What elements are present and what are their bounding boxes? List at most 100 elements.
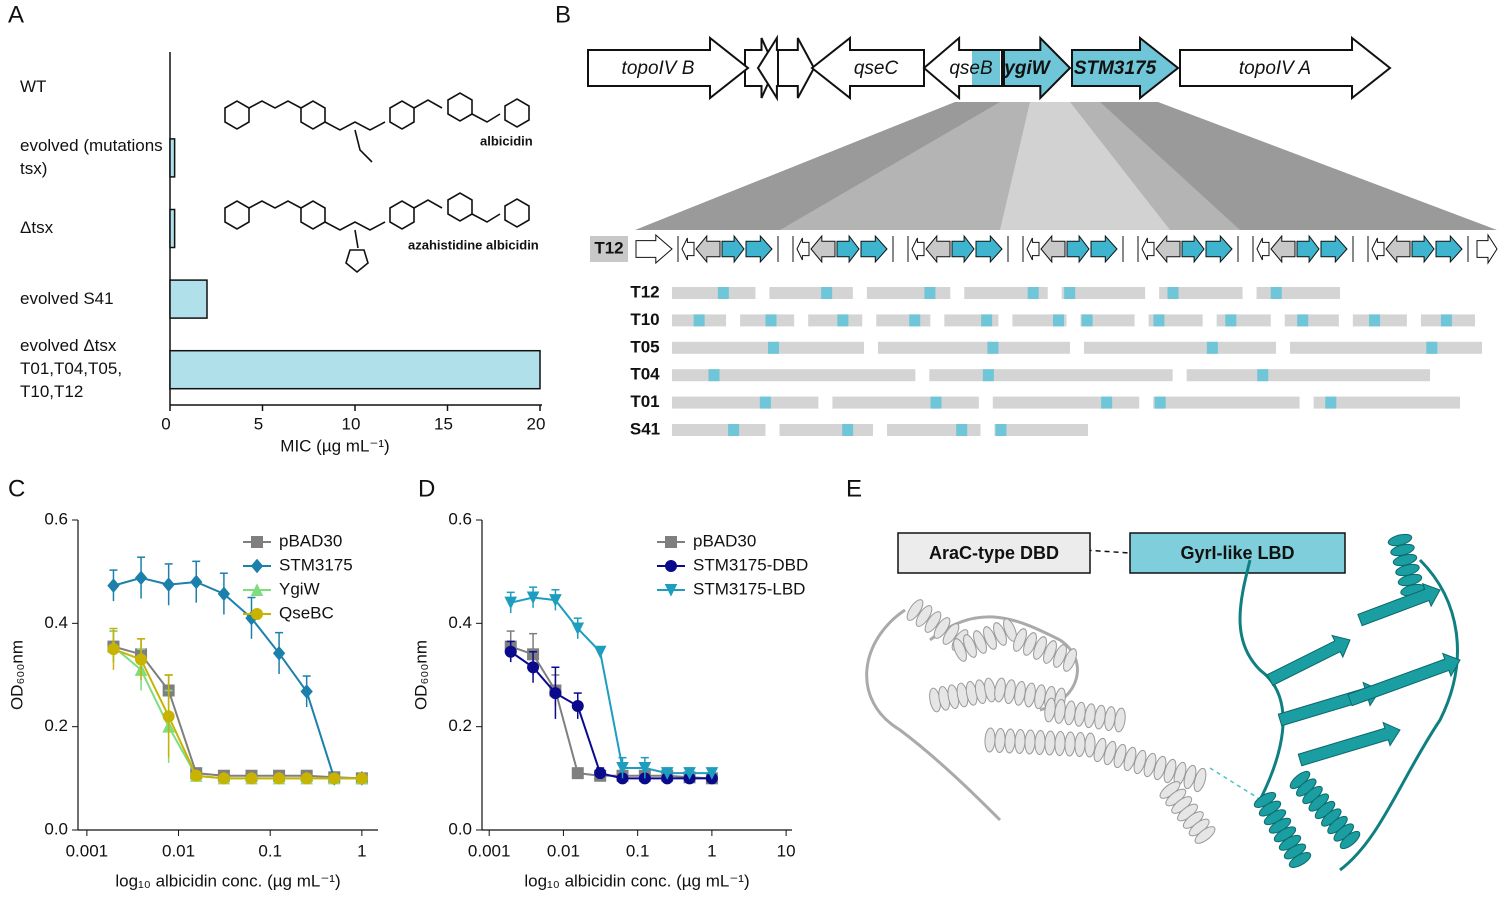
repeat-segment	[1256, 287, 1340, 299]
repeat-segment	[1084, 341, 1276, 354]
marker	[190, 769, 203, 782]
x-tick-label: 0	[161, 414, 170, 433]
gene-label: topoIV A	[1239, 58, 1311, 79]
marker	[135, 653, 148, 666]
repeat-marker	[1101, 396, 1113, 409]
x-tick-label: 20	[527, 414, 546, 433]
beta-strand	[1297, 721, 1401, 767]
gene-arrow	[1270, 234, 1296, 264]
gene-arrow	[1003, 35, 1072, 101]
helix-turn	[1084, 703, 1096, 729]
helix-turn	[1014, 729, 1026, 754]
helix-turn	[1193, 767, 1207, 793]
repeat-marker	[717, 287, 729, 299]
repeat-marker	[693, 314, 705, 327]
gene-arrow	[1040, 234, 1066, 264]
y-tick-label: 0.4	[44, 613, 68, 632]
legend-marker	[250, 583, 264, 596]
repeat-segment	[1313, 396, 1460, 409]
helix-turn	[1013, 628, 1027, 652]
repeat-marker	[1027, 287, 1039, 299]
helix-turn	[1064, 700, 1076, 726]
helix-turn	[1004, 728, 1016, 754]
repeat-segment	[1159, 287, 1243, 299]
legend-marker	[251, 536, 263, 548]
gene-label: topoIV B	[622, 58, 695, 79]
y-tick-label: evolved Δtsx T01,T04,T05, T10,T12	[20, 336, 123, 402]
repeat-segment	[1186, 369, 1430, 382]
helix-turn	[1074, 701, 1086, 727]
bar	[169, 349, 541, 390]
panel-label: C	[8, 475, 25, 502]
marker	[616, 762, 629, 775]
marker	[162, 577, 175, 592]
helix-turn	[1288, 852, 1312, 868]
category-label: Δtsx	[20, 218, 53, 237]
repeat-segment	[1290, 341, 1482, 354]
gene-arrow	[1476, 233, 1498, 265]
repeat-segment	[672, 424, 766, 436]
repeat-marker	[842, 424, 854, 436]
repeat-marker	[1325, 396, 1337, 409]
repeat-segment	[672, 287, 756, 299]
repeat-marker	[981, 314, 993, 327]
strain-label: T12	[630, 282, 659, 301]
series-line	[510, 650, 712, 780]
gene-arrow	[1320, 234, 1348, 264]
marker	[527, 661, 540, 674]
legend-marker	[250, 558, 264, 574]
marker	[162, 710, 175, 723]
gene-arrow	[1296, 234, 1320, 264]
legend-label: YgiW	[279, 579, 320, 598]
gene-label: qseC	[854, 58, 899, 79]
helix-turn	[1024, 729, 1036, 755]
x-axis-label: MIC (µg mL⁻¹)	[280, 436, 389, 455]
repeat-segment	[878, 341, 1070, 354]
repeat-marker	[1257, 369, 1269, 382]
gene-arrow	[1090, 234, 1118, 264]
marker	[683, 767, 696, 780]
x-tick-label: 5	[254, 414, 263, 433]
series-line	[113, 645, 362, 780]
gene-arrow	[587, 35, 750, 101]
gene-arrow	[777, 37, 816, 99]
y-tick-label: 0.6	[44, 509, 68, 528]
structure-label: azahistidine albicidin	[408, 237, 539, 252]
y-tick-label: 0.0	[44, 819, 68, 838]
y-tick-label: 0.2	[448, 716, 472, 735]
x-tick-label: 10	[342, 414, 361, 433]
helix-turn	[1054, 731, 1066, 756]
repeat-marker	[1064, 287, 1076, 299]
repeat-marker	[1167, 287, 1179, 299]
helix-turn	[963, 634, 977, 658]
marker	[593, 645, 607, 659]
marker	[134, 570, 148, 586]
helix-turn	[994, 728, 1006, 753]
legend-label: pBAD30	[693, 531, 756, 550]
marker	[549, 687, 562, 700]
gene-arrow	[810, 35, 925, 101]
repeat-segment	[1284, 314, 1339, 327]
domain-box	[1129, 532, 1346, 574]
gene-arrow	[745, 234, 773, 264]
marker	[526, 591, 540, 605]
repeat-marker	[1081, 314, 1093, 327]
chemical-structure	[224, 92, 530, 274]
x-tick-label: 0.1	[626, 841, 650, 860]
marker	[571, 767, 584, 780]
gene-arrow	[1026, 237, 1040, 261]
helix-turn	[1094, 704, 1106, 730]
series-line	[510, 596, 712, 775]
legend-label: pBAD30	[279, 531, 342, 550]
helix-turn	[1023, 632, 1037, 656]
repeat-segment	[929, 369, 1173, 382]
gene-arrow	[975, 234, 1003, 264]
x-axis-label: log₁₀ albicidin conc. (µg mL⁻¹)	[115, 871, 340, 890]
helix-turn	[924, 611, 942, 633]
y-tick-label: WT	[20, 76, 47, 96]
gene-arrow	[681, 237, 695, 261]
marker	[504, 596, 518, 610]
gene-arrow	[695, 234, 721, 264]
linker	[1209, 767, 1259, 799]
